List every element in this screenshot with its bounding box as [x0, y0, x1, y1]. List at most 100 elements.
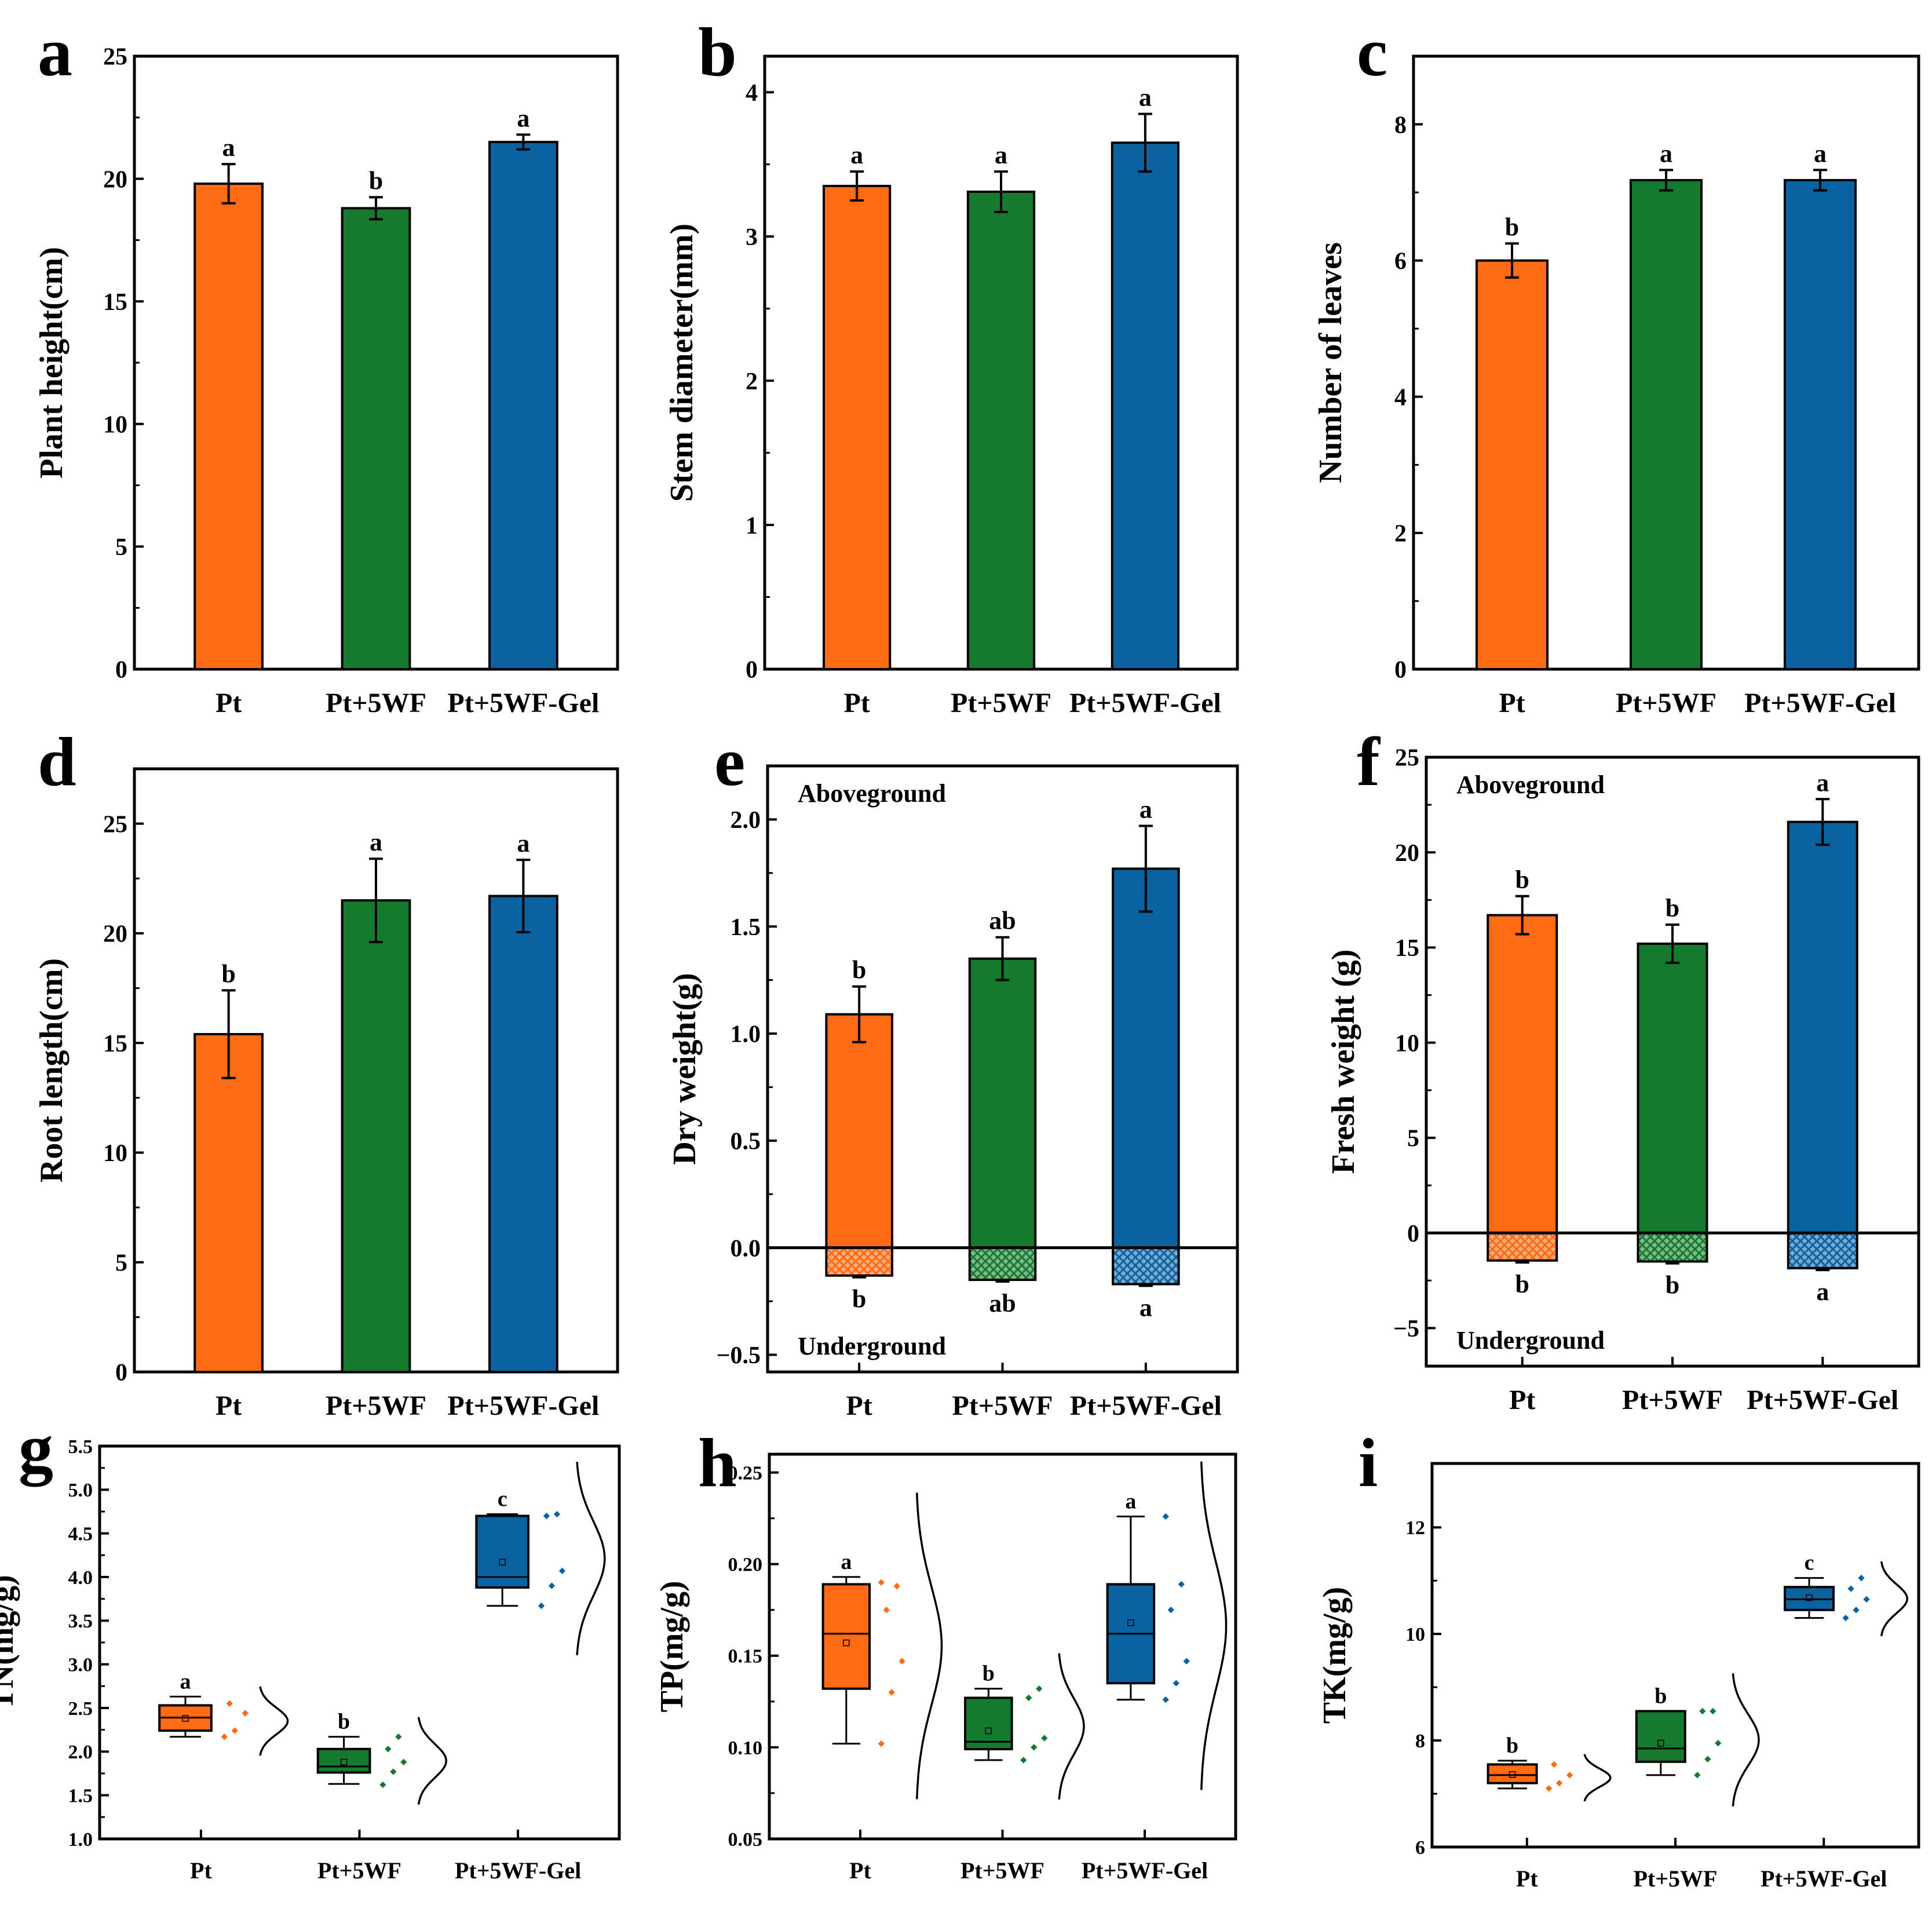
mean-marker — [1657, 1739, 1664, 1747]
data-point — [221, 1733, 228, 1740]
panel-e: −0.5 0.0 0.5 1.0 1.5 2.0 Pt Pt+5WF Pt+5WF-Gel Dry… — [667, 723, 1239, 1421]
data-point — [400, 1758, 407, 1766]
data-point — [893, 1583, 900, 1590]
significance-letter: b — [369, 166, 383, 195]
box — [475, 1514, 530, 1589]
y-tick-label: 0 — [1394, 657, 1407, 684]
y-tick-label: 0.05 — [728, 1829, 763, 1850]
data-point — [1566, 1772, 1573, 1779]
significance-letter: a — [1140, 1293, 1152, 1322]
x-tick-label: Pt+5WF-Gel — [1761, 1866, 1887, 1892]
panel-label: f — [1357, 723, 1381, 800]
y-axis-label: Stem diameter(mm) — [664, 224, 700, 502]
bar — [341, 207, 411, 671]
data-point — [231, 1727, 238, 1734]
significance-letter: a — [517, 829, 529, 857]
data-point — [1041, 1735, 1048, 1742]
data-point — [888, 1689, 895, 1696]
y-tick-label: 8 — [1415, 1731, 1425, 1752]
distribution-curve — [1732, 1673, 1760, 1807]
bar — [1629, 178, 1703, 670]
box — [316, 1747, 371, 1774]
significance-letter: b — [852, 956, 866, 984]
significance-letter: ab — [989, 1289, 1016, 1317]
y-axis-label: Dry weight(g) — [667, 973, 703, 1165]
plot-frame — [1430, 1462, 1920, 1849]
data-point — [1704, 1755, 1711, 1762]
bar — [823, 185, 892, 670]
data-point — [1853, 1607, 1860, 1614]
y-tick-label: 5 — [1407, 1126, 1419, 1152]
data-point — [1545, 1785, 1553, 1792]
y-tick-label: 1.5 — [731, 914, 761, 941]
significance-letter: b — [221, 959, 235, 988]
panel-c: 0 2 4 6 8 Pt Pt+5WF Pt+5WF-Gel Number of leaves c… — [1313, 13, 1920, 718]
data-point — [1699, 1707, 1706, 1715]
distribution-curve — [576, 1462, 606, 1656]
data-point — [379, 1781, 386, 1788]
data-point — [1020, 1757, 1027, 1764]
significance-letter: a — [995, 141, 1007, 169]
significance-letter: a — [1816, 1277, 1829, 1306]
x-tick-label: Pt+5WF — [952, 1390, 1053, 1421]
y-tick-label: −5 — [1393, 1316, 1419, 1342]
x-tick-label: Pt+5WF — [1616, 688, 1716, 718]
data-point — [558, 1567, 566, 1575]
y-tick-label: 4 — [1394, 384, 1407, 411]
significance-letter: a — [370, 828, 382, 856]
x-tick-label: Pt — [846, 1390, 872, 1421]
x-tick-label: Pt — [216, 1390, 242, 1421]
x-tick-label: Pt — [1516, 1866, 1538, 1892]
under-bar — [1787, 1232, 1858, 1269]
significance-letter: c — [498, 1487, 507, 1512]
x-tick-label: Pt+5WF — [326, 688, 426, 718]
y-tick-label: 1 — [746, 513, 758, 539]
y-axis-label: TK(mg/g) — [1317, 1587, 1353, 1724]
mean-marker — [499, 1558, 506, 1566]
significance-letter: a — [1140, 795, 1152, 823]
significance-letter: b — [852, 1285, 866, 1313]
y-tick-label: 12 — [1405, 1517, 1425, 1539]
data-point — [242, 1710, 249, 1717]
data-point — [1025, 1694, 1032, 1702]
mean-marker — [1509, 1771, 1516, 1778]
y-tick-label: 1.0 — [731, 1021, 761, 1048]
bar — [488, 141, 558, 670]
data-point — [1162, 1696, 1169, 1703]
data-point — [538, 1603, 545, 1609]
data-point — [385, 1746, 392, 1753]
data-point — [548, 1582, 556, 1589]
bar — [341, 899, 411, 1374]
panel-f: −5 0 5 10 15 20 25 Pt Pt+5WF Pt+5WF-Gel Fresh weig… — [1325, 723, 1920, 1415]
x-tick-label: Pt — [843, 688, 870, 718]
y-tick-label: 10 — [1405, 1624, 1425, 1645]
data-point — [899, 1658, 905, 1665]
y-tick-label: 5.5 — [68, 1436, 93, 1458]
y-tick-label: 6 — [1394, 248, 1407, 275]
significance-letter: b — [1505, 213, 1519, 241]
y-tick-label: 0.10 — [728, 1738, 763, 1759]
x-tick-label: Pt — [1509, 1385, 1535, 1415]
annotation-underground: Underground — [1456, 1326, 1605, 1355]
bar — [1787, 820, 1858, 1235]
significance-letter: a — [841, 1550, 852, 1574]
data-point — [1842, 1614, 1849, 1622]
plot-frame — [98, 1444, 621, 1841]
under-bar — [825, 1246, 893, 1277]
bar — [1111, 141, 1180, 671]
y-tick-label: 10 — [103, 1140, 127, 1167]
data-point — [1183, 1658, 1190, 1665]
box — [821, 1583, 871, 1690]
data-point — [553, 1510, 561, 1518]
under-bar — [1637, 1232, 1708, 1263]
panel-g: 1.0 1.5 2.0 2.5 3.0 3.5 4.0 4.5 5.0 5.5 Pt Pt+5WF Pt… — [0, 1410, 621, 1884]
under-bar — [1487, 1232, 1558, 1262]
mean-marker — [1806, 1594, 1813, 1601]
significance-letter: a — [1660, 139, 1672, 167]
x-tick-label: Pt — [190, 1857, 212, 1884]
y-tick-label: 0 — [1407, 1221, 1419, 1247]
x-tick-label: Pt — [849, 1857, 871, 1884]
box — [1487, 1763, 1538, 1784]
data-point — [390, 1768, 397, 1775]
